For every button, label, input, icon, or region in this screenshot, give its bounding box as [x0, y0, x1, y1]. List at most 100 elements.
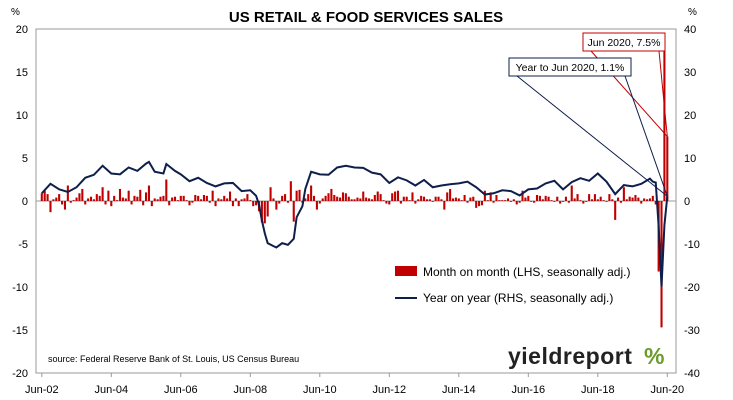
- right-axis-unit: %: [688, 7, 697, 18]
- mom-bar: [107, 190, 110, 201]
- mom-bar: [318, 201, 321, 204]
- mom-bar: [347, 196, 350, 201]
- mom-bar: [564, 196, 567, 201]
- mom-bar: [127, 190, 130, 201]
- mom-bar: [547, 196, 550, 201]
- mom-bar: [237, 201, 240, 207]
- left-tick-label: 15: [16, 67, 28, 79]
- mom-bar: [579, 200, 582, 201]
- mom-bar: [113, 195, 116, 201]
- mom-bar: [475, 201, 478, 208]
- mom-bar: [480, 201, 484, 206]
- mom-bar: [101, 187, 104, 201]
- mom-bar: [46, 194, 49, 201]
- mom-bar: [486, 200, 489, 201]
- callout-leader: [516, 75, 668, 197]
- mom-bar: [211, 190, 214, 201]
- mom-bar: [538, 195, 541, 201]
- mom-bar: [104, 201, 107, 205]
- mom-bar: [278, 201, 281, 204]
- mom-bar: [173, 196, 177, 201]
- mom-bar: [162, 195, 165, 201]
- mom-bar: [179, 195, 182, 201]
- mom-bar: [263, 201, 266, 224]
- mom-bar: [567, 201, 570, 203]
- mom-bar: [408, 200, 411, 201]
- mom-bar: [145, 192, 148, 201]
- left-tick-label: 10: [16, 110, 28, 122]
- mom-bar: [608, 194, 611, 201]
- mom-bar: [382, 200, 385, 201]
- mom-bar: [582, 201, 585, 204]
- mom-bar: [614, 201, 617, 220]
- x-tick-label: Jun-12: [372, 384, 406, 396]
- mom-bar: [478, 201, 481, 207]
- mom-bar: [194, 194, 197, 201]
- callouts: Jun 2020, 7.5% Year to Jun 2020, 1.1%: [508, 32, 668, 197]
- mom-bar: [156, 199, 159, 201]
- mom-bar: [593, 194, 596, 201]
- mom-bar: [460, 200, 463, 201]
- mom-bar: [312, 195, 316, 201]
- mom-bar: [336, 196, 339, 201]
- mom-bar: [521, 190, 524, 201]
- mom-bar: [298, 189, 301, 201]
- mom-bar: [292, 201, 295, 222]
- mom-bar: [628, 196, 631, 201]
- left-tick-label: -10: [12, 282, 28, 294]
- mom-bar: [666, 136, 669, 201]
- mom-bar: [512, 199, 515, 201]
- x-tick-label: Jun-18: [581, 384, 615, 396]
- mom-bar: [220, 199, 223, 201]
- mom-bar: [92, 199, 95, 201]
- mom-bar: [84, 201, 87, 205]
- mom-bar: [530, 201, 533, 202]
- mom-bar: [631, 197, 634, 201]
- mom-bar: [136, 196, 139, 201]
- brand-word: yieldreport: [508, 343, 632, 369]
- mom-bar: [541, 199, 544, 201]
- mom-bar: [188, 201, 191, 206]
- right-tick-label: 30: [684, 67, 696, 79]
- mom-bar: [286, 201, 289, 203]
- mom-bar: [463, 194, 466, 201]
- mom-bar: [359, 198, 362, 201]
- mom-bar: [654, 201, 657, 205]
- mom-bar: [133, 195, 136, 201]
- mom-bar: [269, 187, 272, 201]
- mom-bar: [63, 201, 67, 210]
- callout-box: [582, 32, 666, 52]
- mom-bar: [171, 197, 174, 201]
- mom-bar: [116, 200, 119, 201]
- mom-bar: [226, 198, 229, 201]
- mom-bar: [295, 190, 298, 201]
- mom-bar: [272, 198, 275, 201]
- mom-bar: [40, 193, 43, 201]
- mom-bar: [252, 201, 255, 207]
- mom-bar: [533, 201, 536, 203]
- mom-bar: [327, 193, 330, 201]
- mom-bar: [49, 201, 52, 213]
- mom-bar: [576, 194, 579, 201]
- mom-bar: [431, 201, 434, 202]
- mom-bar: [399, 201, 402, 204]
- mom-bar: [602, 200, 605, 201]
- mom-bar: [150, 201, 153, 207]
- mom-bar: [402, 196, 405, 201]
- mom-bar: [515, 201, 518, 205]
- mom-bar: [61, 201, 64, 205]
- mom-bar: [396, 190, 400, 201]
- legend: Month on month (LHS, seasonally adj.) Ye…: [395, 265, 630, 305]
- mom-bar: [205, 195, 208, 201]
- bar-series: [40, 44, 669, 328]
- mom-bar: [353, 199, 356, 201]
- mom-bar: [110, 201, 113, 207]
- mom-bar: [234, 198, 237, 201]
- mom-bar: [643, 198, 646, 201]
- mom-bar: [95, 194, 98, 201]
- mom-bar: [605, 201, 608, 202]
- mom-bar: [414, 201, 417, 204]
- mom-bar: [394, 191, 397, 201]
- mom-bar: [489, 192, 492, 201]
- mom-bar: [255, 201, 258, 206]
